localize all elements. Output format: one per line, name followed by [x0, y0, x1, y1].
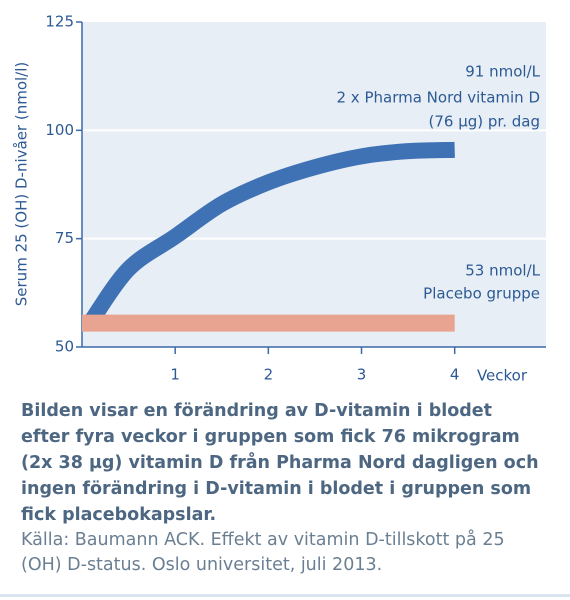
caption: Bilden visar en förändring av D-vitamin … [21, 401, 539, 525]
divider [0, 594, 570, 597]
y-tick-label: 50 [55, 338, 74, 356]
x-tick-label: 1 [170, 366, 180, 384]
plot-background [82, 22, 546, 347]
x-tick-label: 2 [264, 366, 274, 384]
annotation: 91 nmol/L [465, 63, 540, 81]
annotation: Placebo gruppe [423, 285, 540, 303]
x-axis-label: Veckor [477, 367, 528, 385]
x-tick-label: 4 [450, 366, 460, 384]
annotation: 2 x Pharma Nord vitamin D [337, 89, 541, 107]
source: Källa: Baumann ACK. Effekt av vitamin D-… [21, 530, 505, 575]
annotation: (76 µg) pr. dag [429, 113, 540, 131]
series-line [84, 141, 455, 326]
y-tick-label: 75 [55, 229, 74, 247]
y-tick-label: 125 [45, 13, 74, 31]
chart: Serum 25 (OH) D-nivåer (nmol/l) Veckor 5… [13, 13, 546, 385]
y-tick-label: 100 [45, 121, 74, 139]
y-axis-label: Serum 25 (OH) D-nivåer (nmol/l) [13, 62, 31, 306]
x-tick-label: 3 [357, 366, 367, 384]
annotation: 53 nmol/L [465, 262, 540, 280]
